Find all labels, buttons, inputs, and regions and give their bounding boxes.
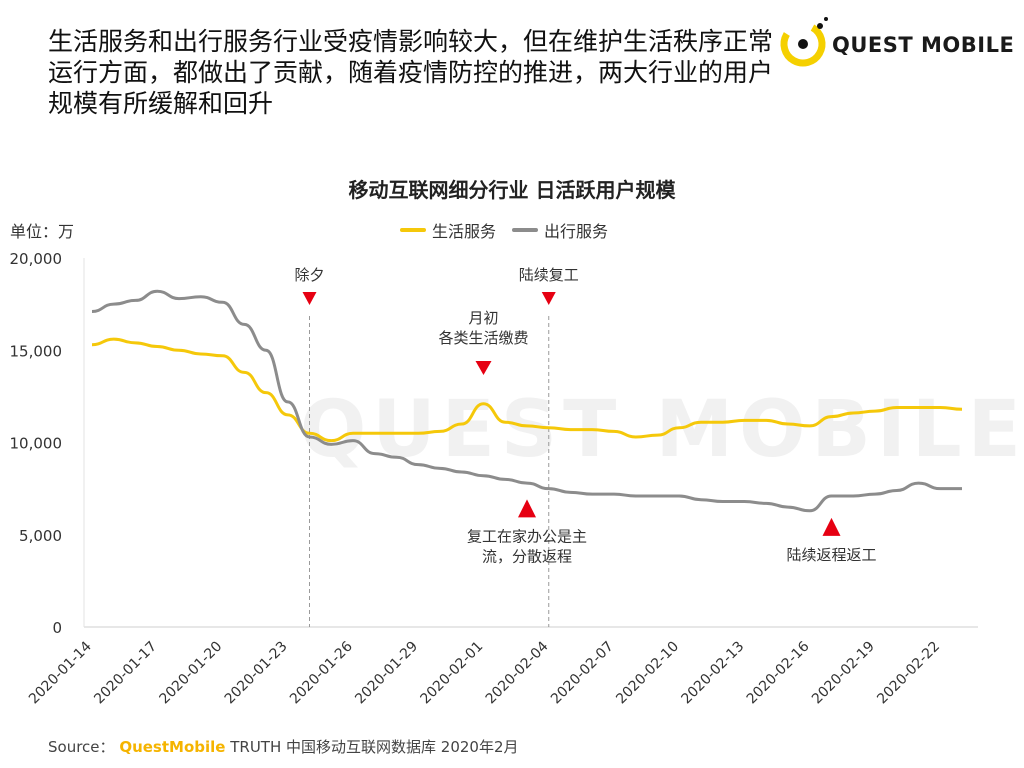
chart-title: 移动互联网细分行业 日活跃用户规模 <box>348 178 676 202</box>
series-line-travel-services <box>91 289 962 513</box>
x-tick-label: 2020-02-10 <box>613 639 682 708</box>
legend: 生活服务 出行服务 <box>400 218 608 242</box>
annotation-label: 各类生活缴费 <box>438 329 528 347</box>
x-tick-label: 2020-01-26 <box>287 638 356 707</box>
series-line-life-services <box>91 337 963 443</box>
y-tick-label: 5,000 <box>19 527 62 545</box>
y-tick-label: 0 <box>52 619 62 637</box>
x-tick-label: 2020-02-13 <box>678 639 747 708</box>
event-marker <box>302 292 317 305</box>
x-tick-label: 2020-02-07 <box>548 639 617 708</box>
y-tick-label: 10,000 <box>10 435 63 453</box>
logo-text: QUEST MOBILE <box>832 33 1015 57</box>
event-marker <box>541 292 556 305</box>
legend-label-travel-services: 出行服务 <box>544 222 609 241</box>
x-tick-label: 2020-02-19 <box>809 639 878 708</box>
x-tick-label: 2020-02-01 <box>417 639 486 708</box>
annotation-marker <box>518 499 536 518</box>
quest-mobile-logo-icon <box>780 17 828 67</box>
legend-swatch-life-services <box>400 228 426 232</box>
annotation-marker <box>822 517 841 536</box>
source-label: Source： <box>48 738 115 756</box>
x-tick-label: 2020-01-23 <box>222 639 291 708</box>
headline: 生活服务和出行服务行业受疫情影响较大，但在维护生活秩序正常运行方面，都做出了贡献… <box>48 27 774 118</box>
source-note: Source： QuestMobile TRUTH 中国移动互联网数据库 202… <box>48 736 519 757</box>
x-tick-label: 2020-02-04 <box>483 638 552 707</box>
x-tick-label: 2020-02-22 <box>874 639 943 708</box>
legend-item-life-services: 生活服务 <box>400 218 496 242</box>
annotation-label: 月初 <box>468 309 498 327</box>
watermark: QUEST MOBILE <box>300 385 1024 475</box>
annotation-marker <box>475 361 492 376</box>
x-tick-label: 2020-01-14 <box>26 638 95 707</box>
x-tick-label: 2020-01-17 <box>91 639 160 708</box>
y-tick-label: 20,000 <box>10 250 63 268</box>
quest-mobile-logo <box>780 17 828 67</box>
legend-swatch-travel-services <box>512 228 539 232</box>
legend-label-life-services: 生活服务 <box>432 222 497 241</box>
event-label: 陆续复工 <box>519 266 579 284</box>
source-brand: QuestMobile <box>119 738 226 756</box>
x-tick-label: 2020-01-20 <box>156 639 225 708</box>
line-chart: 05,00010,00015,00020,0002020-01-142020-0… <box>10 250 978 708</box>
legend-item-travel-services: 出行服务 <box>512 218 608 242</box>
unit-label: 单位：万 <box>10 222 75 241</box>
event-label: 除夕 <box>294 266 324 284</box>
annotation-label: 复工在家办公是主 <box>467 527 587 545</box>
annotation-label: 陆续返程返工 <box>786 546 876 564</box>
x-tick-label: 2020-02-16 <box>744 638 813 707</box>
x-tick-label: 2020-01-29 <box>352 639 421 708</box>
source-rest: TRUTH 中国移动互联网数据库 2020年2月 <box>230 738 519 756</box>
y-tick-label: 15,000 <box>10 342 63 360</box>
annotation-label: 流，分散返程 <box>482 547 572 565</box>
